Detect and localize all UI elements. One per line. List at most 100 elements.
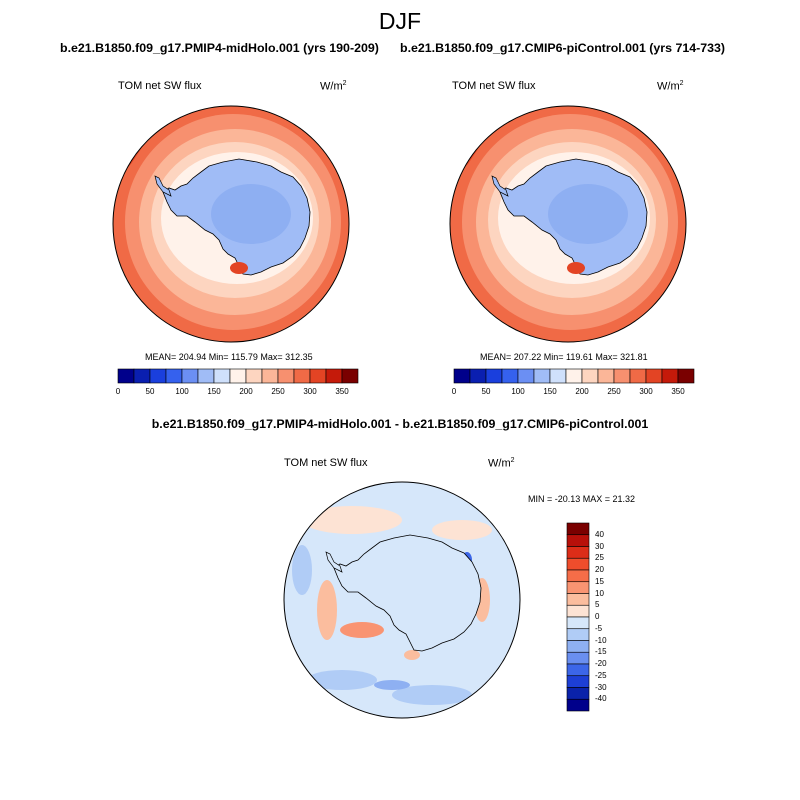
- colorbar-swatch: [165, 368, 183, 384]
- right-run-title: b.e21.B1850.f09_g17.CMIP6-piControl.001 …: [400, 41, 726, 55]
- colorbar-tick-label: 250: [607, 387, 621, 396]
- figure-title: DJF: [378, 8, 422, 34]
- map-boundary: [283, 481, 521, 719]
- colorbar-swatch: [566, 604, 590, 618]
- diff-variable-label: TOM net SW flux: [284, 457, 368, 469]
- colorbar-swatch: [149, 368, 167, 384]
- colorbar-swatch: [453, 368, 471, 384]
- diff-stats: MIN = -20.13 MAX = 21.32: [528, 494, 636, 504]
- colorbar-swatch: [566, 557, 590, 571]
- colorbar-tick-label: 200: [239, 387, 253, 396]
- colorbar-swatch: [565, 368, 583, 384]
- colorbar-swatch: [117, 368, 135, 384]
- right-colorbar: [453, 368, 695, 384]
- difference-polar-map: [283, 481, 521, 719]
- colorbar-tick-label: 250: [271, 387, 285, 396]
- left-stats: MEAN= 204.94 Min= 115.79 Max= 312.35: [145, 352, 313, 362]
- colorbar-swatch: [566, 546, 590, 559]
- left-units-label: W/m2: [320, 80, 347, 93]
- right-stats: MEAN= 207.22 Min= 119.61 Max= 321.81: [480, 352, 648, 362]
- colorbar-tick-label: 10: [595, 588, 604, 598]
- colorbar-swatch: [293, 368, 311, 384]
- colorbar-tick-label: 100: [511, 387, 525, 396]
- colorbar-swatch: [566, 569, 590, 583]
- difference-colorbar: [566, 522, 590, 712]
- colorbar-swatch: [517, 368, 535, 384]
- colorbar-tick-label: 25: [595, 553, 604, 563]
- colorbar-tick-label: 150: [543, 387, 557, 396]
- right-polar-map: [449, 105, 687, 343]
- diff-positive-patch: [302, 506, 402, 534]
- colorbar-tick-label: -30: [595, 682, 607, 692]
- colorbar-tick-label: 20: [595, 565, 604, 574]
- diff-negative-patch: [292, 545, 312, 595]
- antarctic-peninsula: [154, 175, 172, 197]
- diff-positive-patch: [317, 580, 337, 640]
- colorbar-tick-label: 350: [671, 387, 685, 396]
- colorbar-tick-label: 5: [595, 600, 600, 610]
- diff-positive-patch: [404, 650, 420, 660]
- colorbar-tick-label: 150: [207, 387, 221, 396]
- colorbar-tick-label: -20: [595, 659, 607, 668]
- colorbar-swatch: [566, 651, 590, 665]
- colorbar-swatch: [277, 368, 295, 384]
- colorbar-swatch: [469, 368, 487, 384]
- colorbar-swatch: [133, 368, 151, 384]
- right-variable-label: TOM net SW flux: [452, 80, 536, 92]
- colorbar-swatch: [566, 628, 590, 641]
- colorbar-swatch: [566, 663, 590, 677]
- colorbar-swatch: [213, 368, 231, 384]
- colorbar-tick-label: 40: [595, 529, 604, 539]
- colorbar-swatch: [261, 368, 279, 384]
- colorbar-swatch: [341, 368, 359, 384]
- left-variable-label: TOM net SW flux: [118, 80, 202, 92]
- right-units-label: W/m2: [657, 80, 684, 93]
- colorbar-swatch: [566, 675, 590, 688]
- colorbar-tick-label: 30: [595, 541, 604, 551]
- colorbar-swatch: [597, 368, 615, 384]
- left-polar-map: [112, 105, 350, 343]
- colorbar-tick-label: 0: [595, 612, 600, 621]
- colorbar-swatch: [197, 368, 215, 384]
- diff-negative-patch: [307, 670, 377, 690]
- colorbar-tick-label: 300: [303, 387, 317, 396]
- colorbar-tick-label: 300: [639, 387, 653, 396]
- plateau-region: [548, 184, 628, 244]
- colorbar-tick-label: -15: [595, 647, 607, 657]
- colorbar-swatch: [613, 368, 631, 384]
- colorbar-tick-label: 350: [335, 387, 349, 396]
- colorbar-tick-label: -40: [595, 694, 607, 704]
- colorbar-tick-label: -10: [595, 635, 607, 645]
- difference-title: b.e21.B1850.f09_g17.PMIP4-midHolo.001 - …: [151, 417, 649, 431]
- plateau-region: [211, 184, 291, 244]
- colorbar-tick-label: -25: [595, 670, 607, 680]
- colorbar-tick-label: 50: [145, 387, 155, 396]
- diff-units-label: W/m2: [488, 457, 515, 470]
- colorbar-swatch: [501, 368, 519, 384]
- colorbar-swatch: [629, 368, 647, 384]
- right-colorbar-labels: 0 50 100 150 200 250 300 350: [452, 387, 694, 399]
- colorbar-tick-label: -5: [595, 623, 603, 633]
- diff-negative-patch: [392, 685, 472, 705]
- map-boundary: [112, 105, 350, 343]
- colorbar-swatch: [309, 368, 327, 384]
- colorbar-swatch: [566, 640, 590, 653]
- colorbar-swatch: [645, 368, 663, 384]
- colorbar-swatch: [566, 534, 590, 547]
- colorbar-swatch: [485, 368, 503, 384]
- antarctic-peninsula: [491, 175, 509, 197]
- colorbar-swatch: [566, 581, 590, 594]
- colorbar-swatch: [181, 368, 199, 384]
- left-colorbar: [117, 368, 359, 384]
- colorbar-swatch: [581, 368, 599, 384]
- colorbar-swatch: [566, 687, 590, 700]
- ross-sea-anomaly: [230, 262, 248, 274]
- colorbar-swatch: [325, 368, 343, 384]
- difference-colorbar-labels: 40 30 25 20 15 10 5 0 -5 -10 -15 -20 -25 -30 -40: [593, 523, 623, 711]
- diff-negative-patch: [374, 680, 410, 690]
- left-colorbar-labels: 0 50 100 150 200 250 300 350: [115, 387, 358, 399]
- colorbar-tick-label: 0: [115, 387, 121, 396]
- colorbar-swatch: [566, 593, 590, 606]
- diff-positive-patch: [432, 520, 492, 540]
- colorbar-swatch: [677, 368, 695, 384]
